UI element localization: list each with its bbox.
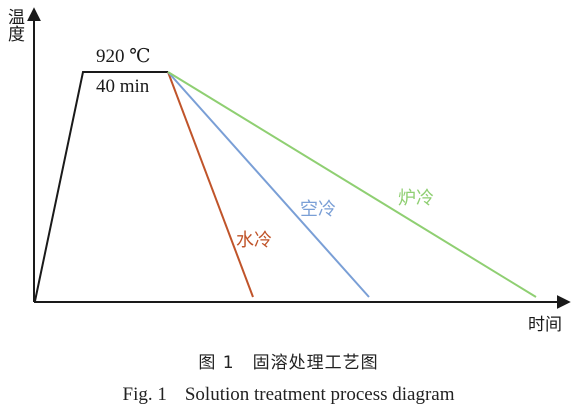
hold-temperature-label: 920 ℃ [96,46,151,67]
figure-caption-english: Fig. 1 Solution treatment process diagram [0,384,577,406]
x-axis-label: 时间 [528,315,562,335]
air-cooling-line [167,71,370,298]
process-diagram: 温度 时间 920 ℃ 40 min 水冷 空冷 炉冷 [4,7,571,335]
caption-en-number: Fig. 1 [122,384,167,405]
hold-time-label: 40 min [96,76,150,97]
caption-en-title: Solution treatment process diagram [184,384,455,405]
heating-hold-profile [34,71,168,302]
figure-caption-chinese: 图 1 固溶处理工艺图 [0,348,577,373]
water-cooling-line [167,71,254,298]
y-axis-label: 温度 [4,8,25,42]
caption-cn-title: 固溶处理工艺图 [252,353,379,373]
furnace-cooling-label: 炉冷 [398,188,434,209]
water-cooling-label: 水冷 [236,230,272,251]
air-cooling-label: 空冷 [300,199,336,220]
caption-cn-number: 图 1 [198,353,235,373]
furnace-cooling-line [167,71,537,298]
